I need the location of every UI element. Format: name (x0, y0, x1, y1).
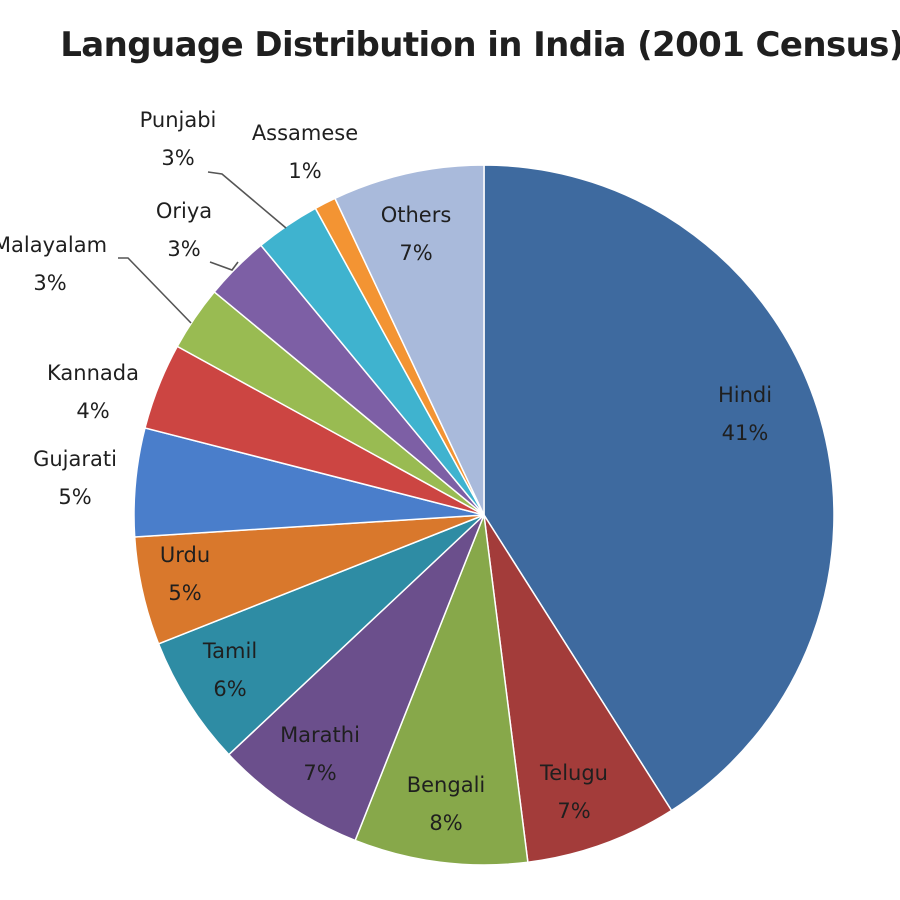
pie-slice-others (333, 164, 485, 516)
slice-label-malayalam: Malayalam (0, 233, 107, 257)
chart-title: Language Distribution in India (2001 Cen… (60, 25, 900, 65)
slice-value-others: 7% (399, 241, 432, 265)
leader-line-punjabi (207, 171, 287, 229)
slice-label-hindi: Hindi (718, 383, 772, 407)
slice-value-assamese: 1% (288, 159, 321, 183)
pie-slice-hindi (483, 164, 835, 812)
slice-label-telugu: Telugu (539, 761, 608, 785)
slice-label-assamese: Assamese (252, 121, 358, 145)
slice-value-kannada: 4% (76, 399, 109, 423)
pie-slice-bengali (354, 514, 529, 866)
slice-label-bengali: Bengali (407, 773, 486, 797)
slice-label-oriya: Oriya (156, 199, 212, 223)
slice-label-others: Others (381, 203, 452, 227)
slice-label-kannada: Kannada (47, 361, 139, 385)
pie-slice-telugu (483, 514, 673, 864)
pie-slice-tamil (157, 514, 485, 756)
leader-lines (118, 171, 287, 324)
leader-line-oriya (209, 261, 239, 271)
slice-labels: Hindi 41% Telugu 7% Bengali 8% Marathi 7% Tamil 6… (0, 108, 772, 835)
leader-line-malayalam (118, 257, 192, 324)
slice-label-gujarati: Gujarati (33, 447, 117, 471)
slice-value-urdu: 5% (168, 581, 201, 605)
slice-value-malayalam: 3% (33, 271, 66, 295)
slice-label-punjabi: Punjabi (140, 108, 217, 132)
slice-value-telugu: 7% (557, 799, 590, 823)
slice-label-marathi: Marathi (280, 723, 360, 747)
slice-value-gujarati: 5% (58, 485, 91, 509)
pie-slices (133, 164, 835, 866)
pie-slice-marathi (227, 514, 485, 842)
slice-value-tamil: 6% (213, 677, 246, 701)
slice-label-tamil: Tamil (202, 639, 257, 663)
slice-value-marathi: 7% (303, 761, 336, 785)
slice-value-punjabi: 3% (161, 146, 194, 170)
slice-value-oriya: 3% (167, 237, 200, 261)
slice-value-bengali: 8% (429, 811, 462, 835)
slice-value-hindi: 41% (722, 421, 769, 445)
slice-label-urdu: Urdu (160, 543, 210, 567)
